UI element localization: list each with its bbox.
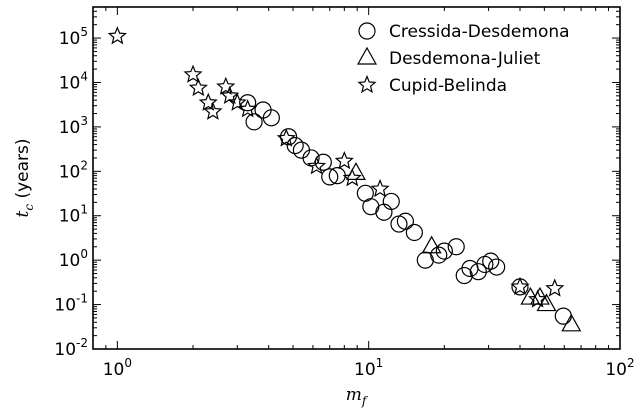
- star-point: [276, 128, 296, 147]
- legend-label: Desdemona-Juliet: [389, 49, 541, 69]
- y-axis-label-rest: (years): [13, 138, 33, 203]
- circle-point: [396, 212, 415, 230]
- x-tick-label: 101: [354, 356, 383, 380]
- circle-point: [286, 136, 304, 155]
- star-point: [545, 278, 565, 297]
- star-point: [528, 289, 548, 308]
- circle-point: [245, 113, 263, 131]
- circle-point: [469, 263, 487, 281]
- circle-point: [430, 246, 448, 264]
- legend-marker-circle: [358, 22, 376, 40]
- y-axis-label: tc (years): [13, 138, 36, 217]
- plot-area: [92, 6, 621, 350]
- star-point: [216, 76, 236, 95]
- y-tick-label: 10-1: [54, 292, 88, 316]
- y-tick-label: 100: [59, 247, 88, 271]
- circle-point: [447, 238, 465, 256]
- circle-point: [405, 223, 423, 242]
- star-point: [334, 151, 354, 170]
- star-point: [198, 92, 218, 111]
- legend-label: Cupid-Belinda: [389, 76, 507, 96]
- circle-point: [279, 128, 298, 146]
- data-points: [107, 26, 582, 332]
- circle-point: [482, 252, 500, 270]
- y-tick-label: 10-2: [54, 336, 88, 360]
- star-point: [107, 26, 127, 45]
- axis-ticks: 100 101 102 10-2 10-1 100 101 102 103 104 105: [54, 6, 635, 380]
- circle-point: [321, 168, 339, 186]
- star-point: [238, 99, 258, 118]
- legend-label: Cressida-Desdemona: [389, 22, 570, 42]
- circle-point: [382, 192, 400, 211]
- y-tick-label: 105: [59, 25, 88, 49]
- legend-marker-star: [357, 74, 377, 94]
- legend-marker-triangle: [356, 46, 378, 65]
- x-axis-label-main: m: [346, 385, 362, 405]
- star-point: [370, 178, 390, 198]
- y-tick-label: 102: [59, 158, 88, 182]
- triangle-point: [421, 235, 442, 254]
- circle-point: [239, 94, 257, 112]
- x-tick-label: 102: [605, 356, 634, 380]
- y-tick-label: 101: [59, 203, 88, 227]
- star-point: [183, 64, 203, 83]
- circle-point: [435, 242, 453, 260]
- star-point: [188, 77, 208, 97]
- circle-point: [314, 153, 332, 171]
- x-axis-label: mf: [346, 385, 369, 408]
- y-axis-label-main: t: [13, 211, 33, 218]
- circle-point: [488, 258, 506, 276]
- y-axis-label-sub: c: [22, 204, 36, 211]
- legend: Cressida-Desdemona Desdemona-Juliet Cupid-…: [356, 22, 570, 96]
- y-tick-label: 104: [59, 69, 88, 93]
- circle-point: [262, 109, 280, 127]
- x-tick-label: 100: [103, 356, 132, 380]
- star-point: [227, 92, 247, 111]
- star-point: [203, 101, 223, 120]
- triangle-point: [561, 313, 582, 332]
- y-tick-label: 103: [59, 114, 88, 138]
- star-point: [306, 156, 327, 175]
- star-point: [510, 276, 530, 296]
- x-axis-label-sub: f: [361, 394, 369, 408]
- star-point: [342, 168, 362, 187]
